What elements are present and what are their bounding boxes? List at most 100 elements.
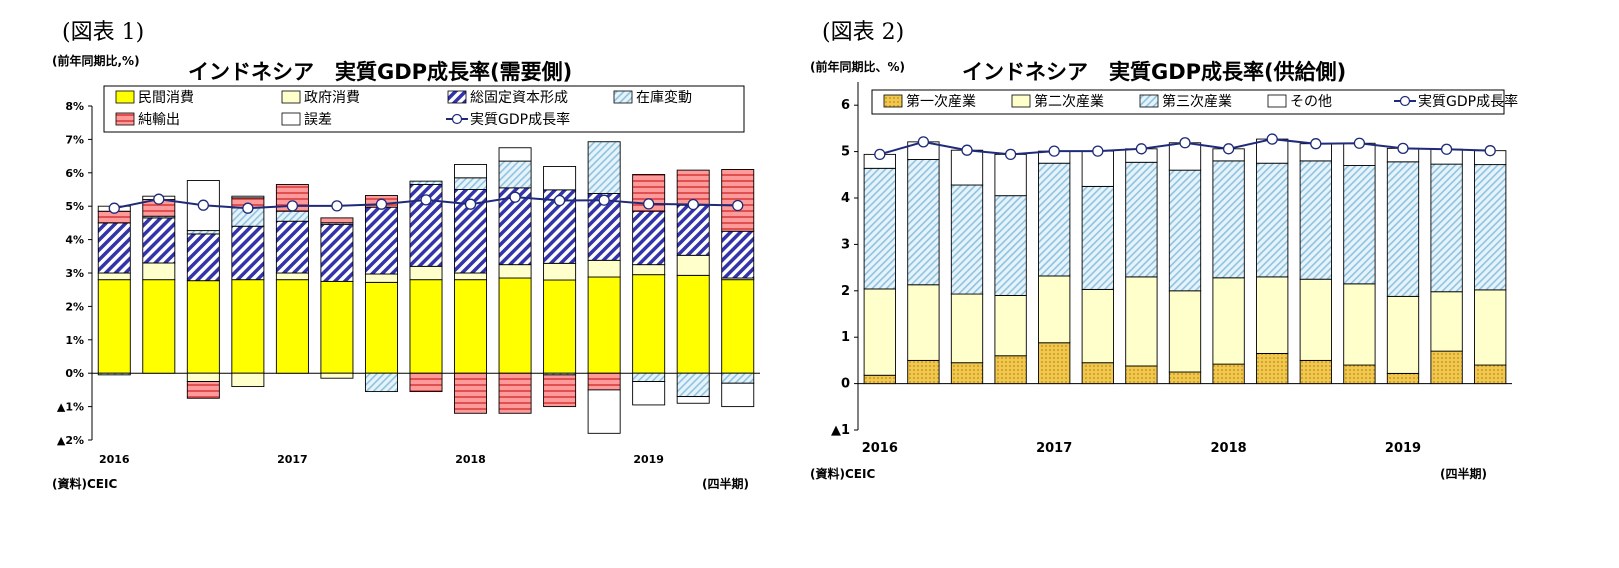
bar-segment xyxy=(632,274,666,374)
bar-segment xyxy=(364,372,398,393)
bar-segment xyxy=(587,141,621,194)
y-tick-label: 3% xyxy=(65,267,84,280)
legend-label: その他 xyxy=(1290,94,1332,110)
gdp-line-marker xyxy=(1266,133,1278,145)
bar-segment xyxy=(632,372,666,383)
legend-label: 実質GDP成長率 xyxy=(1418,93,1518,110)
y-tick-label: 4% xyxy=(65,234,84,247)
bar-segment xyxy=(863,167,896,290)
bar-segment xyxy=(97,272,131,281)
bar-segment xyxy=(409,372,443,393)
bar-segment xyxy=(275,220,309,274)
bar-segment xyxy=(1386,372,1420,385)
gdp-line-marker xyxy=(1484,145,1496,157)
bar-segment xyxy=(186,233,220,282)
y-tick-label: 1% xyxy=(65,334,84,347)
y-tick-label: ▲1% xyxy=(57,401,84,414)
bar-segment xyxy=(950,293,984,364)
bar-segment xyxy=(142,262,176,281)
bar-segment xyxy=(454,272,488,281)
chart1-figure-label: (図表 1) xyxy=(62,20,145,45)
bar-segment xyxy=(950,184,984,295)
bar-segment xyxy=(320,280,354,374)
legend-line-marker xyxy=(1399,95,1411,107)
bar-segment xyxy=(498,160,532,189)
y-tick-label: 7% xyxy=(65,133,84,146)
bar-segment xyxy=(97,372,131,376)
bar-segment xyxy=(1474,164,1507,291)
bar-segment xyxy=(676,204,710,256)
legend-swatch xyxy=(281,90,301,104)
legend-label: 第三次産業 xyxy=(1162,93,1232,110)
bar-segment xyxy=(676,396,710,404)
bar-segment xyxy=(1038,275,1071,344)
bar-segment xyxy=(1430,350,1463,385)
chart1-title: インドネシア 実質GDP成長率(需要側) xyxy=(188,60,573,84)
legend-swatch xyxy=(115,112,135,126)
bar-segment xyxy=(231,279,265,374)
legend-label: 在庫変動 xyxy=(636,89,692,106)
chart1-source: (資料)CEIC xyxy=(52,477,118,491)
bar-segment xyxy=(231,372,265,388)
bar-segment xyxy=(454,372,488,414)
legend-label: 誤差 xyxy=(304,112,332,128)
bar-segment xyxy=(186,372,220,383)
bar-segment xyxy=(907,159,940,286)
bar-segment xyxy=(1299,278,1332,361)
legend-box xyxy=(103,85,745,133)
bar-segment xyxy=(994,195,1027,296)
legend-label: 実質GDP成長率 xyxy=(470,111,570,128)
y-tick-label: ▲1 xyxy=(831,423,850,438)
y-tick-label: 5 xyxy=(841,145,850,160)
bar-segment xyxy=(950,362,984,385)
legend-label: 民間消費 xyxy=(138,90,194,106)
bar-segment xyxy=(364,206,398,275)
x-year-label: 2017 xyxy=(277,453,308,466)
bar-segment xyxy=(97,222,131,274)
legend-line-marker xyxy=(451,113,463,125)
bar-segment xyxy=(676,254,710,276)
bar-segment xyxy=(97,279,131,374)
gdp-line-marker xyxy=(153,193,165,205)
bar-segment xyxy=(1081,150,1114,187)
y-tick-label: ▲2% xyxy=(57,434,84,447)
chart1-quarter-label: (四半期) xyxy=(702,477,749,491)
gdp-line-marker xyxy=(1440,143,1453,155)
bar-segment xyxy=(543,279,577,374)
bar-segment xyxy=(1343,165,1376,285)
bar-segment xyxy=(1256,276,1289,354)
bar-segment xyxy=(364,281,398,374)
gdp-line-marker xyxy=(286,200,299,212)
x-year-label: 2018 xyxy=(455,453,486,466)
x-year-label: 2017 xyxy=(1036,441,1072,456)
bar-segment xyxy=(1168,371,1202,385)
legend-label: 第二次産業 xyxy=(1034,93,1104,110)
bar-segment xyxy=(676,372,710,398)
bar-segment xyxy=(632,210,666,266)
bar-segment xyxy=(275,272,309,281)
chart2-quarter-label: (四半期) xyxy=(1440,467,1487,481)
bar-segment xyxy=(994,294,1027,357)
bar-segment xyxy=(632,264,666,276)
gdp-line-marker xyxy=(108,202,120,214)
bar-segment xyxy=(1081,288,1114,364)
bar-segment xyxy=(1343,283,1376,366)
bar-segment xyxy=(454,177,488,190)
gdp-line-marker xyxy=(732,199,744,212)
legend-swatch xyxy=(1267,94,1287,108)
y-tick-label: 5% xyxy=(65,200,84,213)
bar-segment xyxy=(320,217,354,224)
bar-segment xyxy=(721,382,755,408)
gdp-line-marker xyxy=(1222,143,1235,155)
bar-segment xyxy=(1256,162,1289,278)
bar-segment xyxy=(587,372,621,391)
bar-segment xyxy=(1212,160,1245,279)
bar-segment xyxy=(994,153,1027,197)
bar-segment xyxy=(1299,160,1332,280)
x-year-label: 2019 xyxy=(633,453,664,466)
bar-segment xyxy=(1430,291,1463,352)
legend-label: 純輸出 xyxy=(138,112,180,128)
gdp-line-marker xyxy=(1048,145,1060,157)
bar-segment xyxy=(454,163,488,179)
bar-segment xyxy=(543,262,577,281)
